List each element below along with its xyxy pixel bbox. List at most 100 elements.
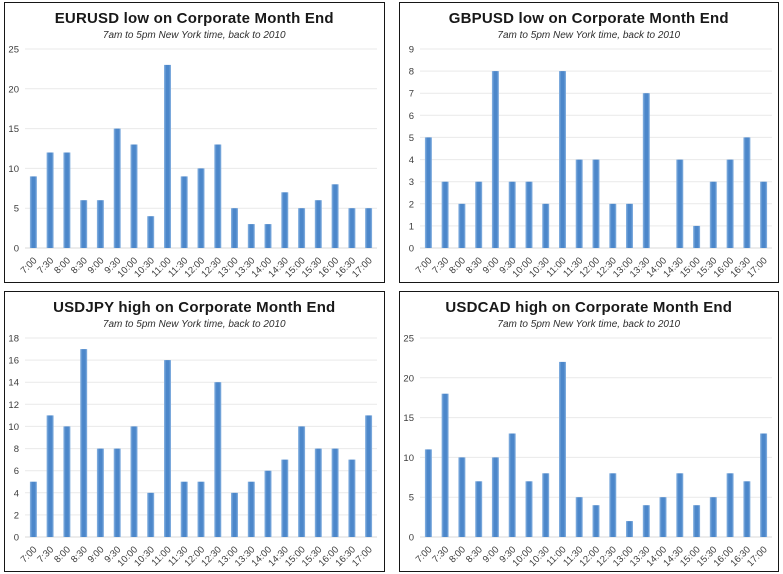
bar-16:30 — [742, 481, 750, 537]
chart-subtitle: 7am to 5pm New York time, back to 2010 — [497, 30, 681, 41]
x-tick-label: 7:30 — [35, 544, 56, 565]
chart-panel-usdjpy-high: USDJPY high on Corporate Month End 7am t… — [4, 291, 385, 572]
chart-subtitle: 7am to 5pm New York time, back to 2010 — [102, 319, 286, 330]
bar-14:30 — [281, 192, 289, 248]
bar-7:00 — [424, 449, 432, 537]
y-tick-label: 0 — [408, 244, 413, 255]
bar-8:30 — [80, 349, 88, 537]
bar-9:00 — [491, 71, 499, 248]
chart-title: EURUSD low on Corporate Month End — [54, 10, 334, 27]
bar-7:00 — [424, 137, 432, 248]
y-tick-label: 4 — [408, 155, 413, 166]
bar-7:00 — [29, 481, 37, 537]
bar-9:30 — [508, 433, 516, 537]
bar-16:00 — [726, 159, 734, 248]
bar-10:30 — [541, 473, 549, 537]
bar-11:00 — [558, 361, 566, 537]
bar-17:00 — [365, 415, 373, 537]
bar-16:00 — [726, 473, 734, 537]
x-tick-label: 7:30 — [430, 255, 451, 276]
bar-11:30 — [575, 497, 583, 537]
bar-11:00 — [164, 360, 171, 537]
y-tick-label: 18 — [8, 334, 19, 345]
chart-canvas: 01234567897:007:308:008:309:009:3010:001… — [408, 45, 772, 280]
bar-12:30 — [608, 473, 616, 537]
bar-14:30 — [675, 473, 683, 537]
bar-12:30 — [608, 203, 616, 248]
bar-15:30 — [709, 181, 717, 248]
bar-7:30 — [46, 152, 54, 248]
bar-12:00 — [197, 168, 205, 248]
chart-title: USDCAD high on Corporate Month End — [445, 299, 733, 316]
bar-11:00 — [558, 71, 566, 248]
y-tick-label: 6 — [14, 466, 19, 477]
bar-11:30 — [575, 159, 583, 248]
bar-14:30 — [675, 159, 683, 248]
y-tick-label: 0 — [408, 533, 413, 544]
bar-15:00 — [298, 426, 306, 537]
x-tick-label: 7:00 — [19, 544, 40, 565]
y-tick-label: 14 — [8, 378, 19, 389]
x-tick-label: 8:00 — [447, 544, 468, 565]
bar-8:00 — [63, 152, 71, 248]
bar-10:00 — [525, 181, 532, 248]
bar-9:00 — [491, 457, 499, 537]
y-tick-label: 0 — [14, 533, 19, 544]
x-tick-label: 9:00 — [86, 255, 107, 276]
bar-17:00 — [365, 208, 373, 248]
bar-13:00 — [231, 208, 238, 248]
bar-9:30 — [113, 448, 121, 537]
chart-title: GBPUSD low on Corporate Month End — [448, 10, 729, 27]
bar-13:30 — [247, 481, 255, 537]
bar-8:30 — [474, 181, 482, 248]
bar-8:00 — [457, 203, 465, 248]
bar-16:30 — [348, 208, 356, 248]
bar-10:30 — [541, 203, 549, 248]
bar-chart-eurusd-low: 0 5 10 15 20 25 7:00 7:30 8:00 8:30 9:00 9:30 10:00 1… — [5, 43, 384, 282]
bar-8:00 — [457, 457, 465, 537]
y-tick-label: 15 — [403, 413, 414, 424]
bar-7:30 — [46, 415, 54, 537]
x-tick-label: 8:00 — [52, 544, 73, 565]
bar-15:00 — [298, 208, 306, 248]
chart-subtitle: 7am to 5pm New York time, back to 2010 — [102, 30, 286, 41]
bar-9:00 — [96, 448, 104, 537]
x-tick-label: 8:30 — [463, 544, 484, 565]
bar-7:30 — [441, 181, 449, 248]
bar-13:30 — [642, 93, 650, 248]
y-tick-label: 0 — [14, 244, 19, 255]
y-tick-label: 3 — [408, 177, 413, 188]
bar-14:00 — [264, 224, 272, 248]
bar-chart-gbpusd-low: 0 1 2 3 4 5 6 7 8 9 7:00 7:30 8:00 8:30 9:00 9:30 10:00 1… — [400, 43, 779, 282]
bar-15:00 — [692, 505, 700, 537]
bar-11:30 — [180, 176, 188, 248]
y-tick-label: 25 — [403, 334, 414, 345]
bar-17:00 — [759, 181, 767, 248]
bar-16:30 — [742, 137, 750, 248]
y-tick-label: 20 — [8, 84, 19, 95]
bar-7:00 — [29, 176, 37, 248]
bar-13:00 — [625, 521, 633, 537]
bar-8:30 — [80, 200, 88, 248]
bar-16:00 — [331, 184, 339, 248]
bar-14:30 — [281, 459, 289, 537]
chart-subtitle: 7am to 5pm New York time, back to 2010 — [497, 319, 681, 330]
bar-9:00 — [96, 200, 104, 248]
bar-15:30 — [314, 200, 322, 248]
chart-panel-usdcad-high: USDCAD high on Corporate Month End 7am t… — [398, 291, 779, 572]
bar-9:30 — [508, 181, 516, 248]
chart-panel-eurusd-low: EURUSD low on Corporate Month End 7am to… — [4, 2, 385, 283]
bar-12:00 — [592, 505, 599, 537]
y-tick-label: 10 — [8, 422, 19, 433]
x-tick-label: 7:00 — [19, 255, 40, 276]
bar-15:30 — [709, 497, 717, 537]
bar-12:00 — [592, 159, 599, 248]
bar-16:30 — [348, 459, 356, 537]
bar-8:30 — [474, 481, 482, 537]
x-tick-label: 7:00 — [413, 255, 434, 276]
bar-12:00 — [197, 481, 205, 537]
bar-13:00 — [231, 492, 238, 537]
bar-9:30 — [113, 128, 121, 248]
bar-10:30 — [147, 216, 155, 248]
bar-13:00 — [625, 203, 633, 248]
